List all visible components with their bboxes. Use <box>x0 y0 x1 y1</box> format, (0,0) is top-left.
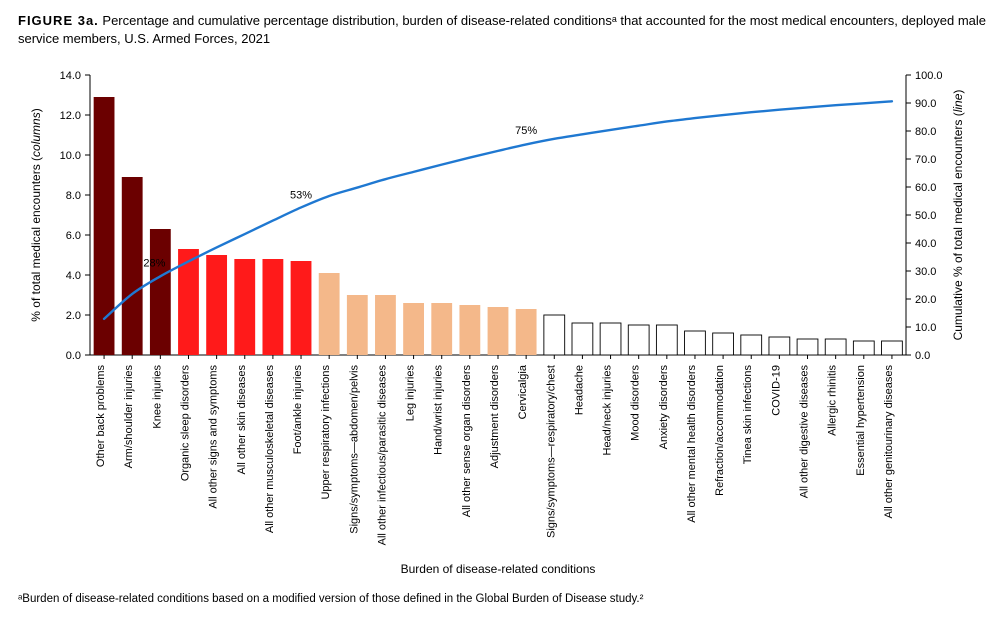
category-label: All other musculoskeletal diseases <box>264 365 276 534</box>
bar <box>403 303 424 355</box>
svg-text:12.0: 12.0 <box>60 110 81 122</box>
category-label: Allergic rhinitis <box>827 365 839 436</box>
svg-text:50.0: 50.0 <box>915 210 936 222</box>
svg-text:90.0: 90.0 <box>915 98 936 110</box>
svg-text:40.0: 40.0 <box>915 238 936 250</box>
bar <box>825 339 846 355</box>
bar <box>150 229 171 355</box>
category-label: Foot/ankle injuries <box>292 365 304 455</box>
bar <box>431 303 452 355</box>
figure-footnote: ᵃBurden of disease-related conditions ba… <box>18 593 990 605</box>
category-label: Adjustment disorders <box>489 365 501 469</box>
svg-text:10.0: 10.0 <box>60 150 81 162</box>
bar <box>656 325 677 355</box>
bar <box>262 259 283 355</box>
bar <box>319 273 340 355</box>
category-label: Essential hypertension <box>855 365 867 476</box>
svg-text:80.0: 80.0 <box>915 126 936 138</box>
category-label: Upper respiratory infections <box>320 365 332 500</box>
category-label: Headache <box>573 365 585 415</box>
bar <box>291 261 312 355</box>
svg-text:8.0: 8.0 <box>66 190 81 202</box>
svg-text:70.0: 70.0 <box>915 154 936 166</box>
category-label: Signs/symptoms—abdomen/pelvis <box>348 365 360 534</box>
bar <box>347 295 368 355</box>
category-label: All other signs and symptoms <box>208 365 220 509</box>
category-label: All other infectious/parasitic diseases <box>376 365 388 546</box>
bar <box>628 325 649 355</box>
category-label: All other mental health disorders <box>686 365 698 523</box>
category-label: All other digestive diseases <box>799 365 811 499</box>
category-label: Head/neck injuries <box>602 365 614 456</box>
x-axis-label: Burden of disease-related conditions <box>401 562 596 576</box>
category-label: Arm/shoulder injuries <box>123 365 135 469</box>
annotation: 53% <box>290 190 312 202</box>
chart-svg: 0.0 2.0 4.0 6.0 8.0 10.0 12.0 14.0 0.0 10.0 20.0 30… <box>18 65 978 585</box>
bar <box>122 177 143 355</box>
svg-text:30.0: 30.0 <box>915 266 936 278</box>
bar <box>459 305 480 355</box>
category-label: Anxiety disorders <box>658 365 670 450</box>
bar <box>685 331 706 355</box>
bar <box>375 295 396 355</box>
category-label: All other genitourinary diseases <box>883 365 895 519</box>
category-label: Other back problems <box>95 365 107 468</box>
bar <box>544 315 565 355</box>
category-label: COVID-19 <box>770 365 782 416</box>
svg-text:10.0: 10.0 <box>915 322 936 334</box>
figure-title: FIGURE 3a. Percentage and cumulative per… <box>18 12 990 47</box>
bar <box>769 337 790 355</box>
svg-text:4.0: 4.0 <box>66 270 81 282</box>
svg-text:6.0: 6.0 <box>66 230 81 242</box>
bar <box>741 335 762 355</box>
bar <box>206 255 227 355</box>
bar <box>234 259 255 355</box>
category-label: Tinea skin infections <box>742 365 754 465</box>
category-label: Organic sleep disorders <box>179 365 191 482</box>
category-label: Mood disorders <box>630 365 642 441</box>
annotation: 75% <box>515 125 537 137</box>
bar <box>488 307 509 355</box>
pareto-chart: 0.0 2.0 4.0 6.0 8.0 10.0 12.0 14.0 0.0 10.0 20.0 30… <box>18 65 990 585</box>
category-label: Hand/wrist injuries <box>433 365 445 455</box>
bar <box>713 333 734 355</box>
svg-text:100.0: 100.0 <box>915 70 943 82</box>
y-axis-left-label: % of total medical encounters (columns) <box>29 108 43 321</box>
bar <box>572 323 593 355</box>
category-label: Signs/symptoms—respiratory/chest <box>545 365 557 538</box>
svg-text:0.0: 0.0 <box>66 350 81 362</box>
figure-title-rest: Percentage and cumulative percentage dis… <box>18 13 986 46</box>
y-axis-right-label: Cumulative % of total medical encounters… <box>951 90 965 341</box>
svg-text:0.0: 0.0 <box>915 350 930 362</box>
svg-text:20.0: 20.0 <box>915 294 936 306</box>
category-label: All other sense organ disorders <box>461 365 473 518</box>
category-label: All other skin diseases <box>236 365 248 475</box>
bar <box>853 341 874 355</box>
annotation: 28% <box>143 258 165 270</box>
bar <box>797 339 818 355</box>
category-label: Knee injuries <box>151 365 163 429</box>
bar <box>94 97 115 355</box>
svg-text:14.0: 14.0 <box>60 70 81 82</box>
category-label: Leg injuries <box>405 365 417 422</box>
svg-text:2.0: 2.0 <box>66 310 81 322</box>
bar <box>516 309 537 355</box>
bar <box>882 341 903 355</box>
svg-text:60.0: 60.0 <box>915 182 936 194</box>
bar <box>600 323 621 355</box>
category-label: Refraction/accommodation <box>714 365 726 496</box>
figure-title-lead: FIGURE 3a. <box>18 13 99 28</box>
category-label: Cervicalgia <box>517 364 529 419</box>
